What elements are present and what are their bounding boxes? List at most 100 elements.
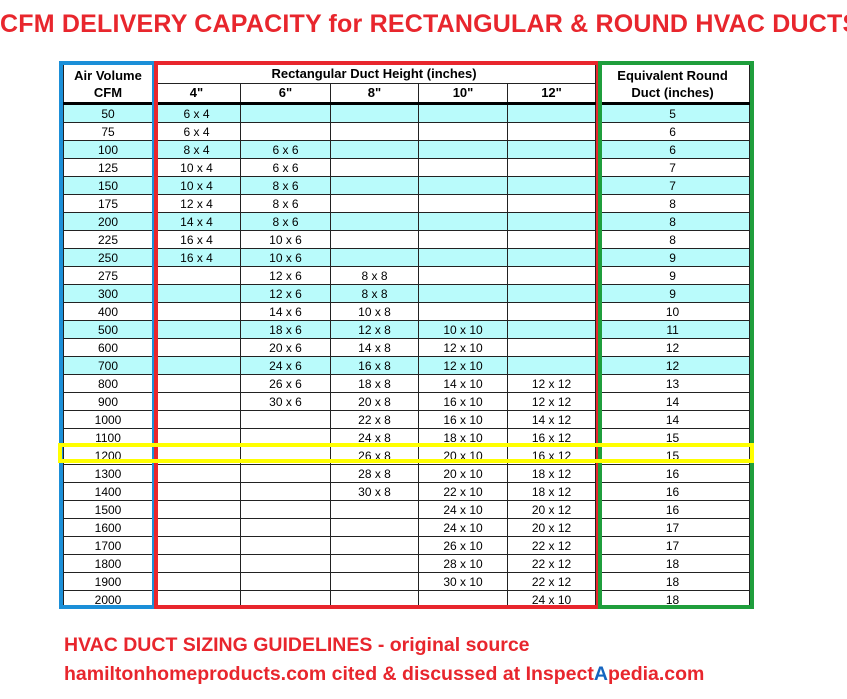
rect-4-cell: 10 x 4	[152, 176, 241, 195]
round-duct-cell: 8	[595, 230, 751, 249]
cfm-cell: 175	[63, 194, 153, 213]
rect-8-cell	[330, 194, 419, 213]
rect-4-cell	[152, 518, 241, 537]
cfm-cell: 600	[63, 338, 153, 357]
round-duct-cell: 5	[595, 103, 751, 123]
rect-8-cell	[330, 158, 419, 177]
rect-8-cell	[330, 518, 419, 537]
rect-12-cell: 22 x 12	[506, 536, 597, 555]
rect-4-cell	[152, 482, 241, 501]
rect-6-cell: 26 x 6	[240, 374, 331, 393]
round-duct-cell: 8	[595, 194, 751, 213]
round-duct-cell: 8	[595, 212, 751, 231]
rect-10-cell: 24 x 10	[418, 500, 508, 519]
table-row: 75 6 x 4 6	[63, 122, 751, 141]
footer-guidelines-line: HVAC DUCT SIZING GUIDELINES - original s…	[64, 634, 530, 656]
rect-6-cell	[240, 122, 331, 141]
rect-6-cell	[240, 590, 331, 609]
rect-4-cell	[152, 338, 241, 357]
rect-6-cell	[240, 536, 331, 555]
round-duct-cell: 13	[595, 374, 751, 393]
rect-6-cell: 10 x 6	[240, 230, 331, 249]
height-12-header: 12"	[506, 83, 597, 105]
round-duct-column-header: Equivalent Round Duct (inches)	[595, 64, 751, 105]
height-4-header: 4"	[152, 83, 241, 105]
cfm-column-header: Air Volume CFM	[63, 64, 153, 105]
cfm-cell: 250	[63, 248, 153, 267]
table-row: 1500 24 x 10 20 x 12 16	[63, 500, 751, 519]
rect-12-cell: 16 x 12	[506, 428, 597, 447]
rect-10-cell: 20 x 10	[418, 446, 508, 465]
rect-6-cell: 8 x 6	[240, 212, 331, 231]
rect-6-cell	[240, 482, 331, 501]
table-row: 500 18 x 6 12 x 8 10 x 10 11	[63, 320, 751, 339]
rect-6-cell	[240, 464, 331, 483]
rect-12-cell	[506, 122, 597, 141]
rect-6-cell: 8 x 6	[240, 194, 331, 213]
rect-6-cell	[240, 446, 331, 465]
rect-10-cell	[418, 176, 508, 195]
table-row: 1000 22 x 8 16 x 10 14 x 12 14	[63, 410, 751, 429]
rect-6-cell	[240, 554, 331, 573]
round-duct-cell: 6	[595, 122, 751, 141]
round-duct-cell: 14	[595, 392, 751, 411]
round-duct-cell: 15	[595, 428, 751, 447]
rect-8-cell: 28 x 8	[330, 464, 419, 483]
round-duct-cell: 14	[595, 410, 751, 429]
cfm-cell: 1600	[63, 518, 153, 537]
round-duct-cell: 18	[595, 590, 751, 609]
rect-6-cell	[240, 500, 331, 519]
rect-12-cell	[506, 140, 597, 159]
footer-source-prefix: hamiltonhomeproducts.com cited & discuss…	[64, 663, 594, 685]
height-6-header: 6"	[240, 83, 331, 105]
rect-4-cell	[152, 374, 241, 393]
rect-10-cell	[418, 230, 508, 249]
cfm-cell: 225	[63, 230, 153, 249]
round-duct-cell: 15	[595, 446, 751, 465]
cfm-header-line1: Air Volume	[74, 67, 142, 83]
cfm-cell: 75	[63, 122, 153, 141]
cfm-cell: 900	[63, 392, 153, 411]
rect-8-cell	[330, 230, 419, 249]
rect-10-cell	[418, 590, 508, 609]
cfm-cell: 1800	[63, 554, 153, 573]
rect-12-cell	[506, 194, 597, 213]
table-row: 1200 26 x 8 20 x 10 16 x 12 15	[63, 446, 751, 465]
rect-8-cell: 8 x 8	[330, 266, 419, 285]
cfm-header-line2: CFM	[93, 84, 123, 100]
cfm-cell: 150	[63, 176, 153, 195]
cfm-cell: 1700	[63, 536, 153, 555]
table-row: 225 16 x 4 10 x 6 8	[63, 230, 751, 249]
rect-4-cell	[152, 500, 241, 519]
table-row: 1100 24 x 8 18 x 10 16 x 12 15	[63, 428, 751, 447]
rect-12-cell	[506, 338, 597, 357]
rect-8-cell	[330, 103, 419, 123]
rect-10-cell: 26 x 10	[418, 536, 508, 555]
rect-4-cell: 16 x 4	[152, 230, 241, 249]
rect-8-cell: 30 x 8	[330, 482, 419, 501]
rect-12-cell: 22 x 12	[506, 572, 597, 591]
rect-12-cell	[506, 158, 597, 177]
table-row: 800 26 x 6 18 x 8 14 x 10 12 x 12 13	[63, 374, 751, 393]
table-row: 700 24 x 6 16 x 8 12 x 10 12	[63, 356, 751, 375]
rect-12-cell	[506, 356, 597, 375]
round-duct-cell: 11	[595, 320, 751, 339]
round-duct-cell: 12	[595, 338, 751, 357]
rect-4-cell	[152, 284, 241, 303]
rect-4-cell: 10 x 4	[152, 158, 241, 177]
rect-4-cell	[152, 590, 241, 609]
rect-8-cell: 20 x 8	[330, 392, 419, 411]
table-row: 1300 28 x 8 20 x 10 18 x 12 16	[63, 464, 751, 483]
rect-6-cell	[240, 428, 331, 447]
round-duct-cell: 16	[595, 500, 751, 519]
rect-12-cell: 12 x 12	[506, 374, 597, 393]
rect-4-cell	[152, 554, 241, 573]
rect-8-cell	[330, 248, 419, 267]
rect-8-cell: 8 x 8	[330, 284, 419, 303]
table-row: 1600 24 x 10 20 x 12 17	[63, 518, 751, 537]
table-row: 600 20 x 6 14 x 8 12 x 10 12	[63, 338, 751, 357]
cfm-cell: 100	[63, 140, 153, 159]
cfm-cell: 275	[63, 266, 153, 285]
